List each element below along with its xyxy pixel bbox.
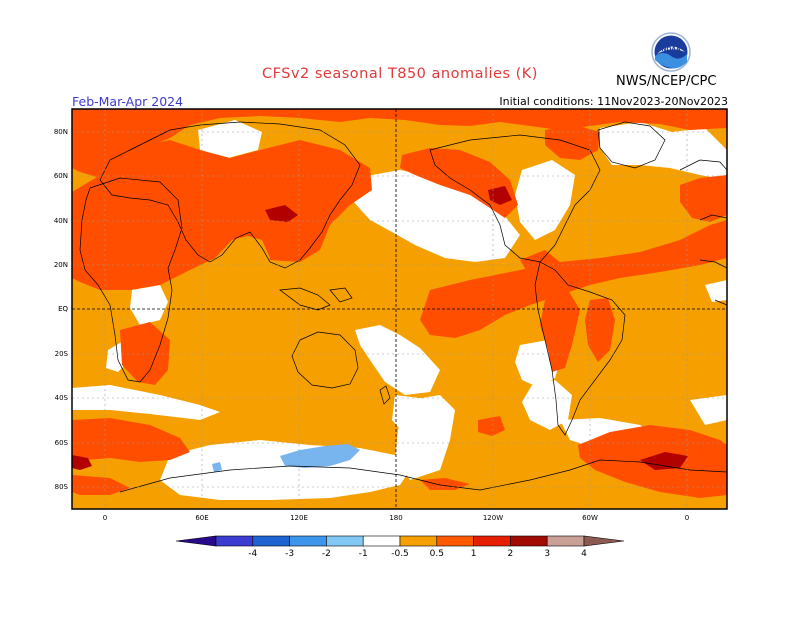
agency-label: NWS/NCEP/CPC: [616, 74, 717, 89]
colorbar-max-triangle: [583, 535, 625, 547]
colorbar-segment: [289, 535, 327, 547]
logo-text: NOAA: [661, 46, 681, 53]
longitude-labels: 0 60E 120E 180 120W 60W 0: [103, 514, 689, 522]
lon-label-120e: 120E: [290, 514, 308, 522]
negative-anomaly-regions: [212, 444, 360, 472]
lon-label-0: 0: [103, 514, 107, 522]
lat-label-80n: 80N: [54, 128, 68, 136]
colorbar-segment: [510, 535, 548, 547]
colorbar-tick-label: 1: [471, 549, 477, 559]
lat-label-40s: 40S: [55, 394, 69, 402]
lon-label-180: 180: [389, 514, 402, 522]
colorbar-segment: [399, 535, 438, 547]
lon-label-60w: 60W: [582, 514, 598, 522]
lat-label-eq: EQ: [58, 305, 68, 313]
coastlines: [79, 121, 727, 493]
colorbar-tick-label: -0.5: [391, 549, 409, 559]
colorbar-segment: [473, 535, 511, 547]
colorbar-segment: [436, 535, 474, 547]
colorbar-segment: [546, 535, 585, 547]
lat-label-40n: 40N: [54, 217, 68, 225]
latitude-labels: 80N 60N 40N 20N EQ 20S 40S 60S 80S: [54, 128, 69, 491]
lat-label-20n: 20N: [54, 261, 68, 269]
colorbar-tick-label: -3: [285, 549, 294, 559]
lat-label-60n: 60N: [54, 172, 68, 180]
colorbar-min-triangle: [175, 535, 217, 547]
colorbar: -4 -3 -2 -1 -0.5 0.5 1 2 3 4: [175, 535, 625, 559]
season-label: Feb-Mar-Apr 2024: [72, 94, 184, 109]
anomaly-2-3k-regions: [72, 186, 688, 470]
colorbar-tick-label: 3: [544, 549, 550, 559]
colorbar-tick-label: -2: [322, 549, 331, 559]
initial-conditions-label: Initial conditions: 11Nov2023-20Nov2023: [499, 95, 728, 108]
lon-label-0-east: 0: [685, 514, 689, 522]
colorbar-tick-label: 2: [508, 549, 514, 559]
colorbar-segment: [215, 535, 254, 547]
lat-label-60s: 60S: [55, 439, 69, 447]
reference-lines: [72, 109, 727, 509]
lon-label-60e: 60E: [195, 514, 208, 522]
colorbar-segment: [326, 535, 364, 547]
lat-label-20s: 20S: [55, 350, 69, 358]
noaa-logo-icon: NOAA: [651, 32, 691, 72]
colorbar-tick-label: -1: [359, 549, 368, 559]
colorbar-tick-label: 0.5: [430, 549, 444, 559]
lon-label-120w: 120W: [483, 514, 503, 522]
colorbar-tick-label: 4: [581, 549, 587, 559]
map-frame: [71, 108, 728, 510]
lat-label-80s: 80S: [55, 483, 69, 491]
colorbar-tick-label: -4: [248, 549, 257, 559]
colorbar-segment: [362, 535, 401, 547]
anomaly-1-2k-regions: [72, 109, 727, 498]
colorbar-segment: [252, 535, 290, 547]
map-title: CFSv2 seasonal T850 anomalies (K): [262, 66, 538, 82]
